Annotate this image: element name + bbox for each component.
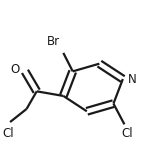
Text: O: O	[10, 63, 19, 75]
Text: Br: Br	[47, 35, 60, 48]
Text: Cl: Cl	[2, 127, 14, 140]
Text: N: N	[128, 73, 136, 86]
Text: Cl: Cl	[122, 127, 133, 140]
